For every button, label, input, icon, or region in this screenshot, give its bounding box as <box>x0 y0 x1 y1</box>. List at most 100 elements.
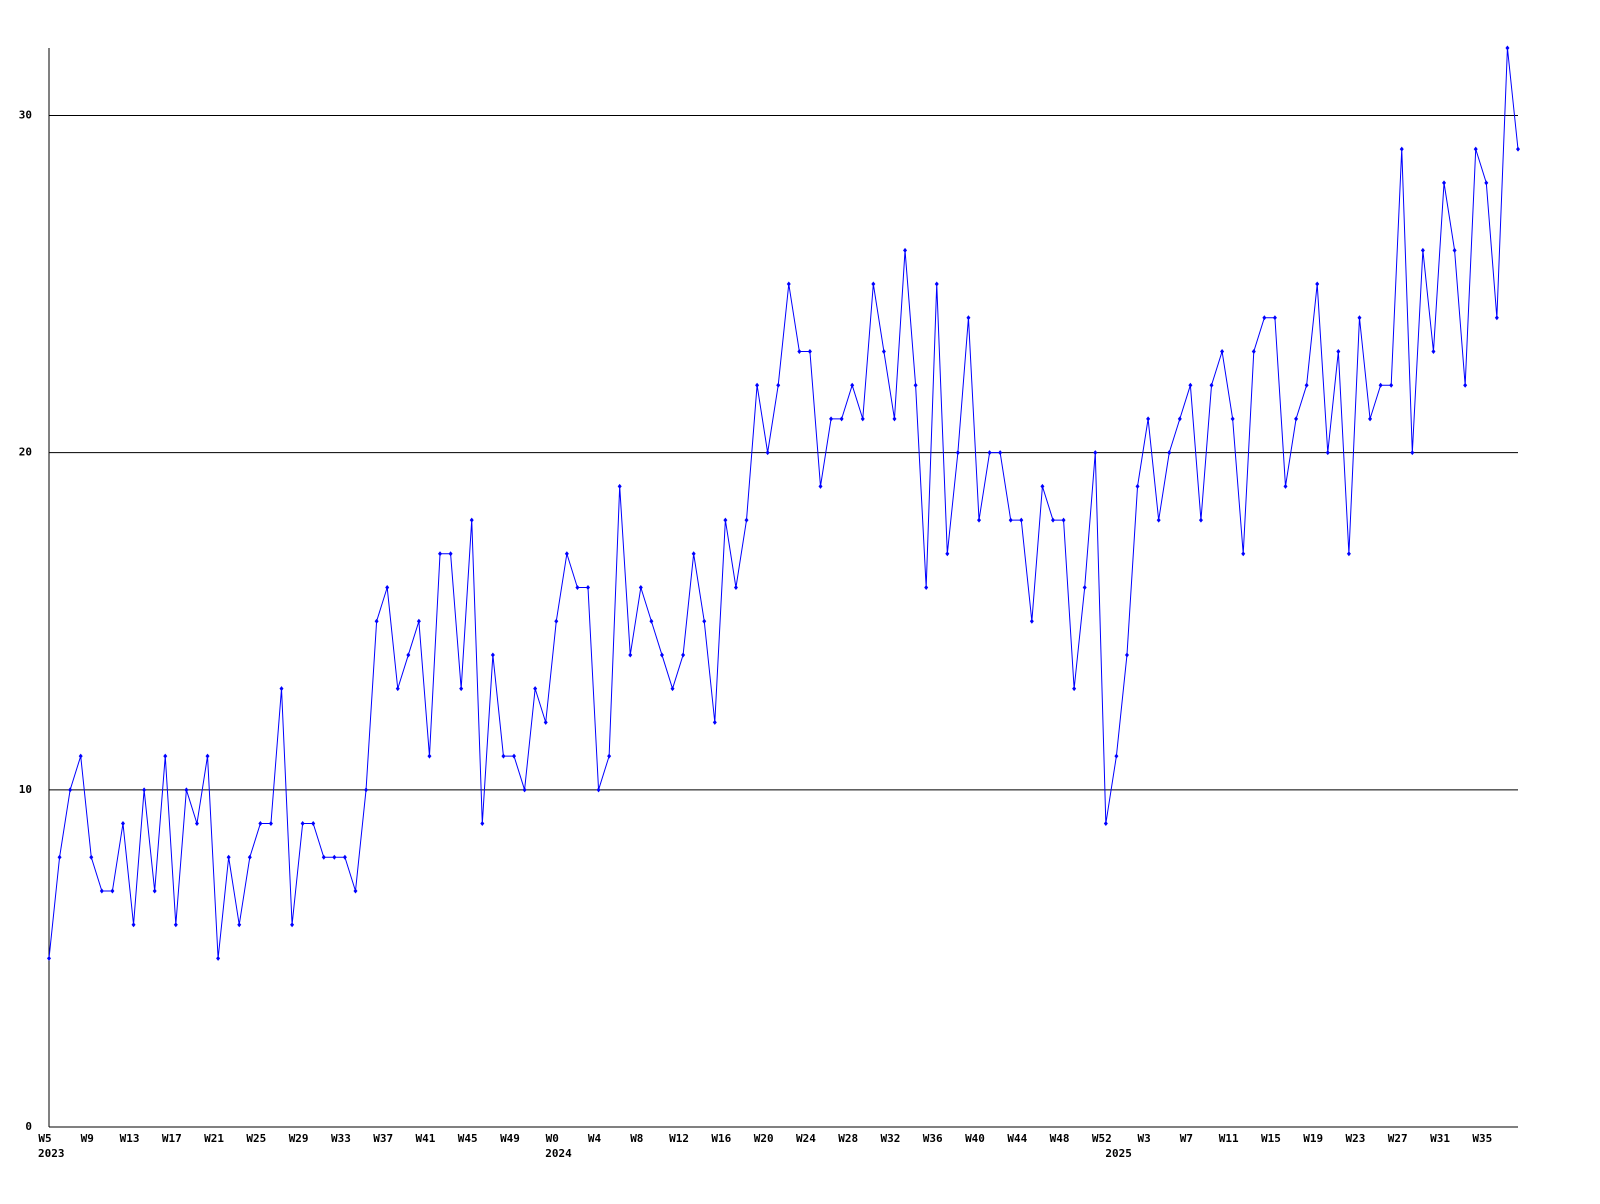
point <box>47 955 51 961</box>
point <box>1050 517 1055 523</box>
point <box>924 585 929 590</box>
y-tick-label: 20 <box>19 446 32 459</box>
x-tick-label: W52 <box>1092 1132 1112 1145</box>
point <box>681 652 686 658</box>
x-tick-label: W37 <box>373 1132 393 1145</box>
x-tick-label: W49 <box>500 1132 520 1145</box>
point <box>607 753 612 759</box>
point <box>871 281 876 287</box>
point <box>237 922 242 928</box>
point <box>279 686 284 692</box>
point <box>543 719 548 725</box>
point <box>1220 348 1225 354</box>
point <box>57 854 62 860</box>
point <box>1167 450 1172 456</box>
point <box>173 922 178 928</box>
point <box>142 787 147 793</box>
point <box>1124 652 1129 658</box>
point <box>427 753 432 759</box>
x-tick-label: W40 <box>965 1132 985 1145</box>
point <box>353 888 358 894</box>
point <box>152 888 157 894</box>
x-tick-label: W13 <box>120 1132 140 1145</box>
x-tick-label: W0 <box>546 1132 559 1145</box>
point <box>1262 315 1267 321</box>
point <box>765 450 770 456</box>
x-tick-label: W11 <box>1219 1132 1239 1145</box>
point <box>258 821 263 827</box>
point <box>829 416 834 422</box>
point <box>469 517 474 523</box>
x-tick-label: W16 <box>711 1132 731 1145</box>
point <box>1452 247 1457 253</box>
point <box>564 551 569 557</box>
point <box>659 652 664 658</box>
point <box>628 652 633 658</box>
point <box>395 686 400 692</box>
point <box>1325 450 1330 456</box>
point <box>712 719 717 725</box>
point <box>1114 753 1119 759</box>
point <box>649 618 654 624</box>
point <box>131 922 136 928</box>
point <box>733 585 738 590</box>
point <box>68 787 73 793</box>
x-year-label: 2023 <box>38 1147 65 1160</box>
point <box>406 652 411 658</box>
x-tick-label: W15 <box>1261 1132 1281 1145</box>
point <box>459 686 464 692</box>
x-tick-label: W28 <box>838 1132 858 1145</box>
point <box>1357 315 1362 321</box>
point <box>110 888 115 894</box>
point <box>575 585 580 590</box>
point <box>184 787 189 793</box>
x-tick-label: W31 <box>1430 1132 1450 1145</box>
x-tick-label: W33 <box>331 1132 351 1145</box>
point <box>934 281 939 287</box>
point <box>1209 382 1214 388</box>
point <box>596 787 601 793</box>
point <box>89 854 94 860</box>
point <box>1082 585 1087 590</box>
x-tick-label: W48 <box>1050 1132 1070 1145</box>
x-tick-label: W36 <box>923 1132 943 1145</box>
point <box>1516 146 1520 152</box>
point <box>1188 382 1193 388</box>
point <box>533 686 538 692</box>
point <box>617 483 622 489</box>
x-tick-label: W27 <box>1388 1132 1408 1145</box>
point <box>807 348 812 354</box>
point <box>1389 382 1394 388</box>
point <box>1008 517 1013 523</box>
x-year-label: 2025 <box>1105 1147 1132 1160</box>
point <box>1198 517 1203 523</box>
point <box>744 517 749 523</box>
point <box>860 416 865 422</box>
point <box>1093 450 1098 456</box>
y-tick-label: 0 <box>25 1120 32 1133</box>
point <box>364 787 369 793</box>
x-year-label: 2024 <box>545 1147 572 1160</box>
point <box>755 382 760 388</box>
point <box>1061 517 1066 523</box>
point <box>1431 348 1436 354</box>
x-tick-label: W41 <box>416 1132 436 1145</box>
point <box>448 551 453 557</box>
point <box>385 585 390 590</box>
x-tick-label: W4 <box>588 1132 602 1145</box>
point <box>194 821 199 827</box>
point <box>1336 348 1341 354</box>
point <box>480 821 485 827</box>
x-tick-label: W12 <box>669 1132 689 1145</box>
point <box>797 348 802 354</box>
point <box>670 686 675 692</box>
point <box>1029 618 1034 624</box>
x-tick-label: W35 <box>1472 1132 1492 1145</box>
point <box>99 888 104 894</box>
x-tick-label: W20 <box>754 1132 774 1145</box>
y-tick-label: 30 <box>19 108 32 121</box>
point <box>290 922 295 928</box>
point <box>438 551 443 557</box>
point <box>512 753 517 759</box>
point <box>987 450 992 456</box>
